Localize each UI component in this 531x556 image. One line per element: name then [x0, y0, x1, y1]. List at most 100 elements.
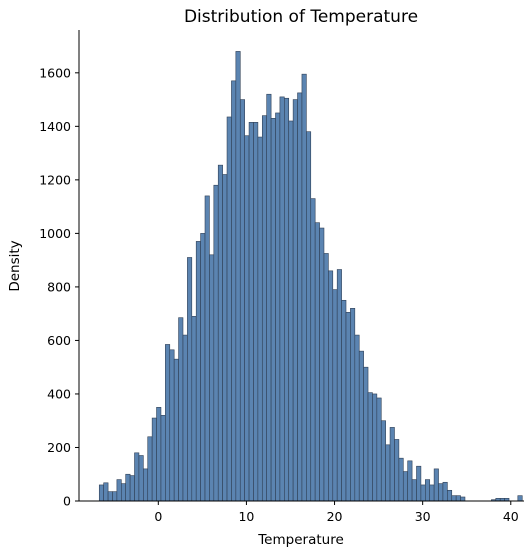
x-tick-label: 40: [503, 509, 519, 524]
y-tick-label: 1200: [39, 172, 71, 187]
histogram-bar: [270, 118, 276, 502]
x-tick-label: 10: [238, 509, 254, 524]
histogram-bar: [367, 392, 373, 502]
histogram-bar: [411, 479, 417, 502]
histogram-bar: [394, 439, 400, 502]
histogram-bar: [376, 397, 382, 502]
histogram-bar: [314, 222, 320, 502]
x-ticks: 0 10 20 30 40: [154, 501, 519, 524]
histogram-bar: [372, 393, 378, 502]
histogram-bar: [226, 116, 232, 502]
histogram-bar: [182, 334, 188, 502]
histogram-bar: [288, 120, 294, 502]
chart-title: Distribution of Temperature: [184, 7, 418, 27]
histogram-bar: [306, 131, 312, 502]
x-tick-label: 0: [154, 509, 162, 524]
histogram-bar: [442, 481, 448, 502]
histogram-bar: [438, 483, 444, 502]
histogram-bar: [195, 241, 201, 502]
histogram-bar: [275, 112, 281, 502]
histogram-bar: [200, 233, 206, 502]
histogram-bar: [328, 270, 334, 502]
histogram-bar: [345, 312, 351, 502]
histogram-bar: [204, 195, 210, 502]
y-axis-label: Density: [7, 240, 23, 291]
histogram-bar: [429, 484, 435, 502]
histogram-bar: [257, 136, 263, 502]
histogram-bar: [253, 122, 259, 502]
histogram-bar: [407, 460, 413, 502]
y-tick-label: 400: [47, 386, 71, 401]
histogram-bar: [209, 254, 215, 502]
histogram-bar: [178, 317, 184, 502]
histogram-bar: [134, 452, 140, 502]
histogram-bar: [231, 80, 237, 502]
histogram-bar: [319, 227, 325, 502]
histogram-bar: [121, 483, 127, 502]
y-tick-label: 1000: [39, 226, 71, 241]
histogram-bar: [151, 417, 157, 502]
histogram-bar: [235, 51, 241, 502]
histogram-bar: [116, 479, 122, 502]
histogram-bar: [425, 479, 431, 502]
histogram-bar: [332, 289, 338, 502]
histogram-bar: [187, 257, 193, 502]
histogram-bar: [143, 468, 149, 502]
histogram-bar: [169, 349, 175, 502]
y-tick-label: 1600: [39, 65, 71, 80]
histogram-bar: [341, 299, 347, 502]
histogram-bar: [358, 350, 364, 502]
y-tick-label: 600: [47, 333, 71, 348]
histogram-bar: [380, 420, 386, 502]
histogram-bar: [310, 198, 316, 502]
histogram-bar: [160, 415, 166, 502]
histogram-bar: [165, 344, 171, 502]
histogram-bar: [222, 174, 228, 502]
histogram-bar: [323, 253, 329, 502]
histogram-bar: [129, 475, 135, 502]
histogram-bar: [517, 495, 523, 502]
histogram-bar: [279, 96, 285, 502]
histogram-bar: [112, 491, 118, 502]
y-tick-label: 200: [47, 440, 71, 455]
histogram-bar: [266, 93, 272, 502]
histogram-bar: [402, 471, 408, 502]
histogram-bar: [98, 484, 104, 502]
histogram-bar: [297, 92, 303, 502]
histogram-bar: [147, 436, 153, 502]
histogram-bar: [336, 269, 342, 502]
histogram-bar: [107, 491, 113, 502]
histogram-bars: [98, 51, 523, 502]
histogram-bar: [447, 489, 453, 502]
histogram-bar: [138, 455, 144, 502]
x-tick-label: 20: [327, 509, 343, 524]
histogram-bar: [213, 184, 219, 502]
histogram-bar: [173, 358, 179, 502]
y-tick-label: 0: [63, 494, 71, 509]
histogram-bar: [354, 334, 360, 502]
histogram-bar: [244, 135, 250, 502]
histogram-bar: [455, 495, 461, 502]
y-tick-label: 800: [47, 279, 71, 294]
x-axis-label: Temperature: [257, 532, 344, 548]
histogram-bar: [301, 73, 307, 502]
histogram-bar: [416, 465, 422, 502]
histogram-bar: [350, 308, 356, 502]
histogram-bar: [217, 164, 223, 502]
histogram-bar: [156, 407, 162, 502]
histogram-bar: [398, 457, 404, 502]
histogram-bar: [451, 495, 457, 502]
histogram-bar: [460, 496, 466, 502]
histogram-bar: [191, 316, 197, 502]
y-tick-label: 1400: [39, 119, 71, 134]
histogram-bar: [261, 115, 268, 502]
histogram-bar: [420, 484, 426, 502]
histogram-bar: [389, 427, 395, 502]
histogram-bar: [248, 122, 254, 502]
histogram-bar: [239, 99, 245, 502]
histogram-bar: [292, 99, 298, 502]
histogram-bar: [284, 97, 290, 502]
histogram-bar: [433, 468, 439, 502]
histogram-bar: [385, 444, 391, 502]
